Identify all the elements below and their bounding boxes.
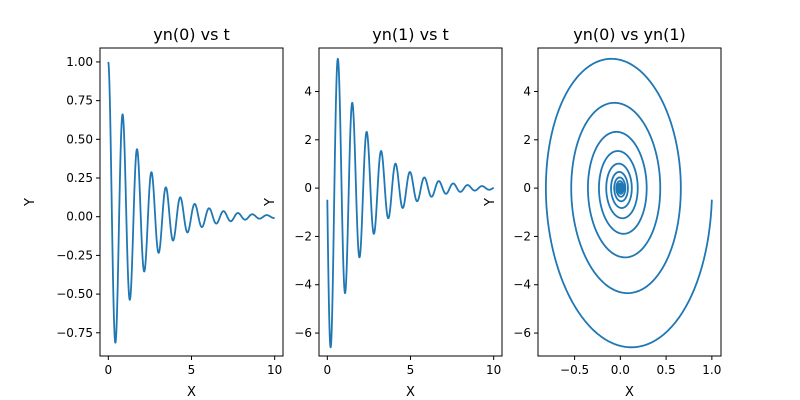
x-tick-label: 10 [267,363,282,377]
y-tick-label: 4 [523,84,531,98]
chart-title: yn(1) vs t [372,25,449,44]
y-tick-label: −2 [294,229,312,243]
plot-frame [537,47,722,357]
y-tick-label: 2 [523,133,531,147]
x-tick-label: 1.0 [702,363,721,377]
x-tick-label: 10 [486,363,501,377]
y-tick-label: −6 [294,326,312,340]
x-tick-label: 0 [323,363,331,377]
series-line-2-1 [326,57,495,349]
chart-panel-3: −0.5 0.0 0.5 1.0 −6 −4 −2 0 2 4 yn(0) vs yn(1) X Y [483,25,722,400]
y-tick-label: 0 [523,181,531,195]
y-tick-label: −4 [294,278,312,292]
y-tick-label: −0.25 [56,248,93,262]
chart-panel-1: 0 5 10 −0.75 −0.50 −0.25 0.00 0.25 0.50 0.75 1.00 y… [23,25,284,400]
y-tick-label: 4 [304,84,312,98]
chart-title: yn(0) vs t [153,25,230,44]
y-tick-label: −0.50 [56,287,93,301]
plot-frame [99,47,284,357]
x-tick-label: 0.0 [611,363,630,377]
y-tick-label: 0.75 [66,94,93,108]
x-axis-label: X [625,385,634,400]
y-tick-label: 0 [304,181,312,195]
y-tick-label: −4 [513,278,531,292]
y-axis-label: Y [23,198,38,207]
x-axis-label: X [406,385,415,400]
series-line-1-1 [107,61,276,344]
chart-panel-2: 0 5 10 −6 −4 −2 0 2 4 yn(1) vs t X Y [263,25,503,400]
x-tick-label: −0.5 [560,363,589,377]
y-tick-label: 0.00 [66,210,93,224]
y-tick-label: −2 [513,229,531,243]
x-tick-label: 5 [407,363,415,377]
x-tick-label: 0.5 [657,363,676,377]
x-axis-label: X [187,385,196,400]
series-line-3-1 [544,57,713,349]
y-axis-label: Y [483,198,498,207]
plot-frame [318,47,503,357]
chart-title: yn(0) vs yn(1) [573,25,686,44]
y-tick-label: 0.25 [66,171,93,185]
y-tick-label: −6 [513,326,531,340]
x-tick-label: 0 [104,363,112,377]
y-tick-label: 2 [304,133,312,147]
y-tick-label: −0.75 [56,326,93,340]
y-axis-label: Y [263,198,278,207]
y-tick-label: 0.50 [66,132,93,146]
x-tick-label: 5 [188,363,196,377]
y-tick-label: 1.00 [66,55,93,69]
